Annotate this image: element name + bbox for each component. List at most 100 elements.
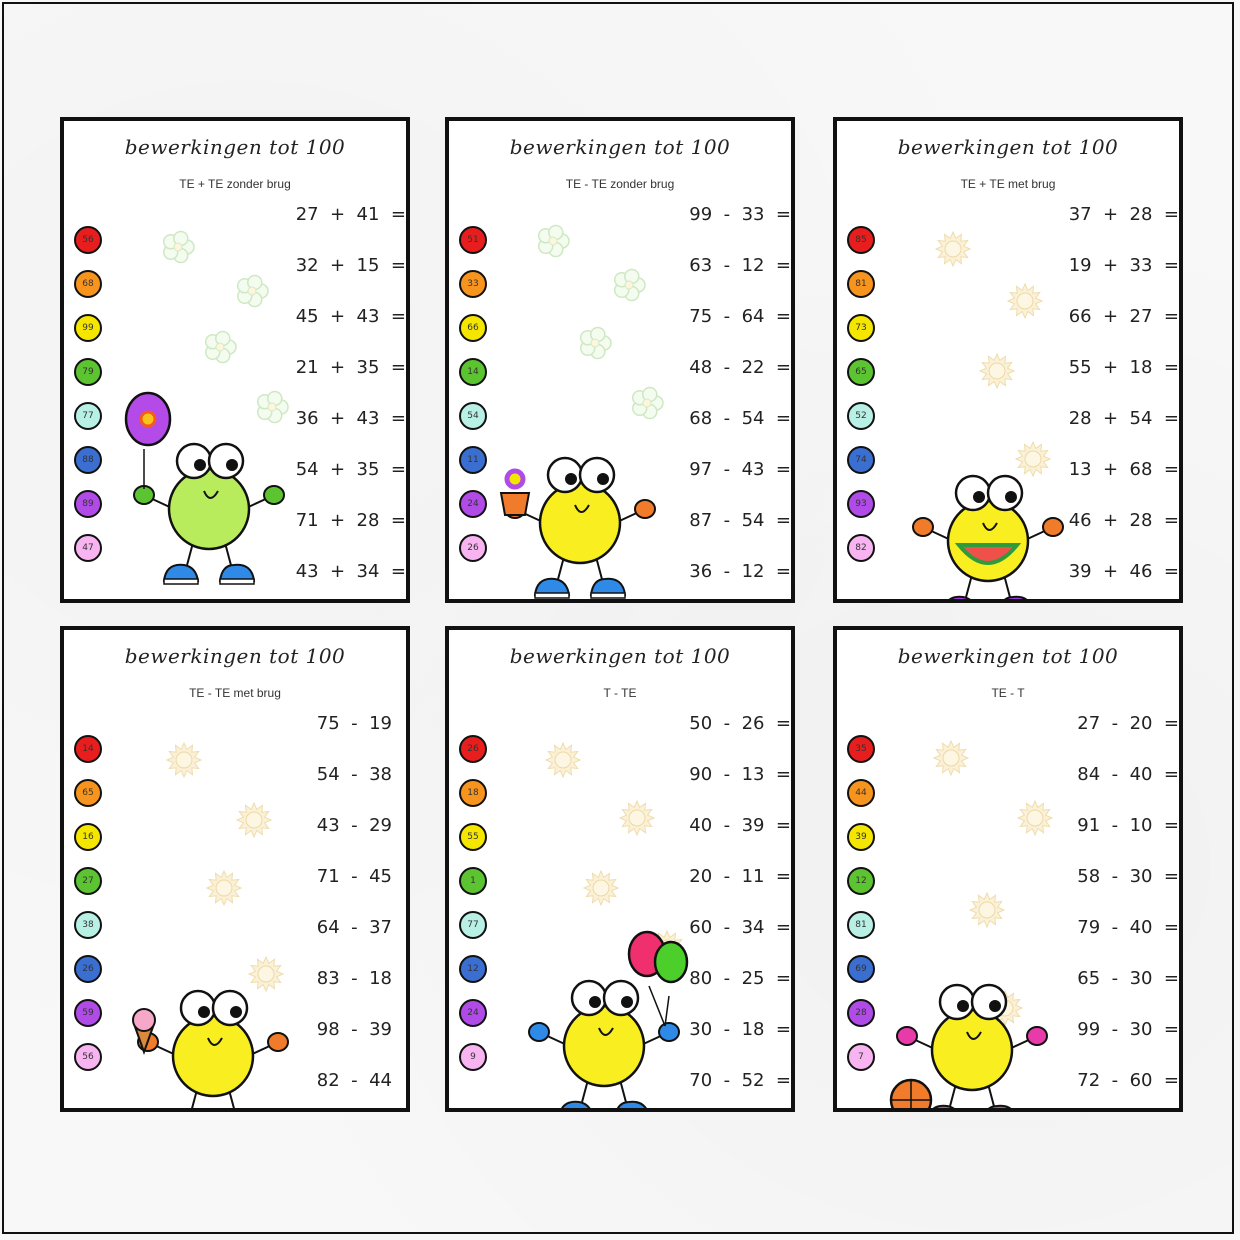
- answer-dot: 68: [74, 270, 102, 298]
- sun-icon: [932, 739, 970, 777]
- exercise-item: 39 + 46 =: [1068, 560, 1179, 582]
- answer-dot: 26: [459, 735, 487, 763]
- exercise-item: 63 - 12 =: [689, 254, 791, 276]
- answer-dot: 56: [74, 226, 102, 254]
- answer-dot: 14: [459, 358, 487, 386]
- flower-icon: [160, 229, 196, 265]
- worksheet-card: bewerkingen tot 100 TE + TE zonder brug 27…: [60, 117, 410, 603]
- exercise-item: 36 + 43 =: [295, 407, 406, 429]
- answer-dot: 69: [847, 955, 875, 983]
- flower-icon: [629, 385, 665, 421]
- exercise-item: 72 - 60 =: [1077, 1069, 1179, 1091]
- answer-dot: 7: [847, 1043, 875, 1071]
- flower-icon: [202, 329, 238, 365]
- exercise-item: 46 + 28 =: [1068, 509, 1179, 531]
- flower-icon: [254, 389, 290, 425]
- answer-dot: 14: [74, 735, 102, 763]
- exercise-item: 90 - 13 =: [689, 763, 791, 785]
- exercise-item: 84 - 40 =: [1077, 763, 1179, 785]
- card-subtitle: TE - T: [991, 686, 1025, 700]
- card-title: bewerkingen tot 100: [509, 135, 731, 159]
- card-subtitle: T - TE: [603, 686, 637, 700]
- exercise-item: 58 - 30 =: [1077, 865, 1179, 887]
- answer-dot: 1: [459, 867, 487, 895]
- answer-dot: 44: [847, 779, 875, 807]
- answer-dot: 66: [459, 314, 487, 342]
- sun-icon: [544, 741, 582, 779]
- answer-dot: 59: [74, 999, 102, 1027]
- answer-dot: 81: [847, 911, 875, 939]
- answer-dot: 33: [459, 270, 487, 298]
- exercise-item: 37 + 28 =: [1068, 203, 1179, 225]
- exercise-item: 45 + 43 =: [295, 305, 406, 327]
- flower-icon: [611, 267, 647, 303]
- flower-icon: [577, 325, 613, 361]
- answer-dot: 99: [74, 314, 102, 342]
- balloon-mascot: [124, 389, 294, 589]
- exercise-item: 65 - 30 =: [1077, 967, 1179, 989]
- exercise-item: 54 - 38: [316, 763, 392, 785]
- exercise-item: 75 - 64 =: [689, 305, 791, 327]
- exercise-item: 75 - 19: [316, 712, 392, 734]
- exercise-item: 55 + 18 =: [1068, 356, 1179, 378]
- answer-dot: 51: [459, 226, 487, 254]
- sun-icon: [582, 869, 620, 907]
- card-subtitle: TE - TE met brug: [189, 686, 281, 700]
- answer-dot: 35: [847, 735, 875, 763]
- answer-dot: 77: [74, 402, 102, 430]
- sun-icon: [247, 955, 285, 993]
- exercise-item: 70 - 52 =: [689, 1069, 791, 1091]
- sun-icon: [235, 801, 273, 839]
- answer-dot: 38: [74, 911, 102, 939]
- sun-icon: [205, 869, 243, 907]
- sun-icon: [978, 352, 1016, 390]
- answer-dot: 65: [74, 779, 102, 807]
- answer-dot: 79: [74, 358, 102, 386]
- exercise-item: 99 - 30 =: [1077, 1018, 1179, 1040]
- answer-dot: 11: [459, 446, 487, 474]
- card-title: bewerkingen tot 100: [509, 644, 731, 668]
- worksheet-card: bewerkingen tot 100 T - TE 50 - 26 = 90 - 1…: [445, 626, 795, 1112]
- balloons-mascot: [519, 926, 689, 1108]
- exercise-item: 13 + 68 =: [1068, 458, 1179, 480]
- exercise-item: 50 - 26 =: [689, 712, 791, 734]
- exercise-item: 19 + 33 =: [1068, 254, 1179, 276]
- worksheet-card: bewerkingen tot 100 TE - TE zonder brug 99…: [445, 117, 795, 603]
- answer-dot: 24: [459, 490, 487, 518]
- exercise-item: 71 - 45: [316, 865, 392, 887]
- answer-dot: 12: [847, 867, 875, 895]
- answer-dot: 26: [74, 955, 102, 983]
- exercise-item: 97 - 43 =: [689, 458, 791, 480]
- answer-dot: 54: [459, 402, 487, 430]
- exercise-item: 30 - 18 =: [689, 1018, 791, 1040]
- answer-dot: 73: [847, 314, 875, 342]
- answer-dot: 85: [847, 226, 875, 254]
- exercise-item: 98 - 39: [316, 1018, 392, 1040]
- exercise-item: 54 + 35 =: [295, 458, 406, 480]
- exercise-item: 83 - 18: [316, 967, 392, 989]
- exercise-item: 64 - 37: [316, 916, 392, 938]
- exercise-item: 20 - 11 =: [689, 865, 791, 887]
- exercise-item: 68 - 54 =: [689, 407, 791, 429]
- answer-dot: 39: [847, 823, 875, 851]
- answer-dot: 81: [847, 270, 875, 298]
- card-title: bewerkingen tot 100: [124, 644, 346, 668]
- exercise-item: 27 - 20 =: [1077, 712, 1179, 734]
- answer-dot: 89: [74, 490, 102, 518]
- sun-icon: [618, 799, 656, 837]
- card-title: bewerkingen tot 100: [124, 135, 346, 159]
- exercise-item: 28 + 54 =: [1068, 407, 1179, 429]
- card-subtitle: TE + TE zonder brug: [179, 177, 291, 191]
- exercise-item: 82 - 44: [316, 1069, 392, 1091]
- sun-icon: [1006, 282, 1044, 320]
- answer-dot: 65: [847, 358, 875, 386]
- exercise-item: 27 + 41 =: [295, 203, 406, 225]
- answer-dot: 9: [459, 1043, 487, 1071]
- exercise-item: 40 - 39 =: [689, 814, 791, 836]
- exercise-item: 21 + 35 =: [295, 356, 406, 378]
- watermelon-mascot: [903, 421, 1073, 599]
- sun-icon: [1014, 440, 1052, 478]
- sun-icon: [968, 891, 1006, 929]
- card-subtitle: TE - TE zonder brug: [565, 177, 675, 191]
- icecream-mascot: [128, 936, 298, 1108]
